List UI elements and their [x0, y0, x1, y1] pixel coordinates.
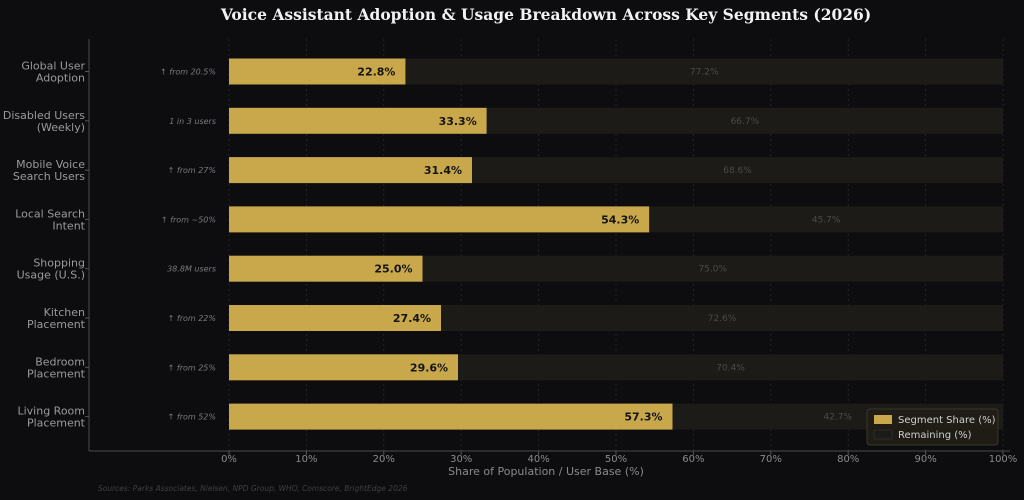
legend-label: Remaining (%) — [898, 430, 972, 441]
x-tick-label: 10% — [295, 454, 317, 465]
legend-box — [866, 408, 999, 446]
category-label-line: Placement — [27, 318, 86, 331]
segment-bar — [229, 58, 406, 85]
annotation: ↑ from ~50% — [161, 215, 216, 224]
x-tick-label: 20% — [373, 454, 395, 465]
source-note: Sources: Parks Associates, Nielsen, NPD … — [98, 484, 408, 493]
segment-value-label: 25.0% — [374, 263, 412, 276]
x-tick-label: 50% — [605, 454, 627, 465]
chart-title: Voice Assistant Adoption & Usage Breakdo… — [220, 5, 871, 24]
remaining-value-label: 77.2% — [690, 68, 719, 78]
remaining-value-label: 75.0% — [698, 265, 727, 275]
legend-label: Segment Share (%) — [898, 415, 996, 426]
segment-bar — [229, 403, 673, 430]
category-label: Living Room Placement — [17, 405, 85, 430]
category-label: Local Search Intent — [15, 207, 85, 232]
category-label: Bedroom Placement — [27, 355, 86, 380]
category-label-line: Usage (U.S.) — [17, 269, 85, 282]
grid-layer — [228, 39, 1004, 451]
remaining-value-label: 45.7% — [812, 215, 841, 225]
remaining-value-label: 72.6% — [708, 314, 737, 324]
x-tick-label: 90% — [914, 454, 936, 465]
segment-value-label: 33.3% — [439, 115, 477, 128]
annotation: ↑ from 20.5% — [160, 68, 216, 77]
category-label: Mobile Voice Search Users — [13, 158, 85, 183]
category-label-line: Local Search — [15, 207, 85, 220]
segment-bar — [229, 107, 487, 134]
x-tick-label: 80% — [837, 454, 859, 465]
category-label-line: Shopping — [33, 257, 85, 270]
segment-bar — [229, 305, 442, 331]
category-label: Global User Adoption — [21, 60, 85, 85]
category-label-line: Global User — [21, 60, 85, 73]
label-layer: Global User Adoption ↑ from 20.5% 22.8% 77.2… — [3, 60, 853, 430]
category-label: Shopping Usage (U.S.) — [17, 257, 85, 282]
annotation: ↑ from 52% — [168, 413, 216, 422]
remaining-value-label: 68.6% — [723, 166, 752, 176]
category-label-line: Bedroom — [35, 355, 85, 368]
category-label: Kitchen Placement — [27, 306, 86, 331]
segment-bar — [229, 206, 650, 233]
remaining-bar — [405, 58, 1003, 85]
category-label-line: Adoption — [36, 72, 85, 85]
x-axis-label: Share of Population / User Base (%) — [448, 465, 644, 478]
segment-value-label: 29.6% — [410, 361, 448, 374]
segment-bar — [229, 255, 423, 282]
x-tick-label: 70% — [760, 454, 782, 465]
legend-swatch — [873, 429, 893, 440]
category-label-line: (Weekly) — [37, 121, 85, 134]
legend-swatch — [874, 415, 892, 424]
category-label-line: Disabled Users — [3, 109, 85, 122]
segment-value-label: 57.3% — [624, 411, 662, 424]
legend: Segment Share (%) Remaining (%) — [866, 408, 999, 446]
segment-value-label: 27.4% — [393, 312, 431, 325]
remaining-bar — [486, 107, 1003, 134]
remaining-value-label: 70.4% — [716, 363, 745, 373]
x-tick-label: 100% — [989, 454, 1018, 465]
category-label-line: Mobile Voice — [16, 158, 85, 171]
x-tick-label: 0% — [221, 454, 237, 465]
remaining-bar — [472, 157, 1003, 184]
category-label-line: Placement — [27, 367, 86, 380]
annotation: 1 in 3 users — [169, 117, 216, 126]
remaining-bar — [458, 354, 1003, 381]
category-label-line: Intent — [52, 219, 85, 232]
x-tick-label: 60% — [682, 454, 704, 465]
annotation: 38.8M users — [167, 265, 216, 274]
segment-value-label: 54.3% — [601, 213, 639, 226]
category-label-line: Living Room — [17, 405, 85, 418]
segment-value-label: 22.8% — [357, 66, 395, 79]
x-tick-label: 30% — [450, 454, 472, 465]
annotation: ↑ from 27% — [168, 166, 216, 175]
category-label-line: Search Users — [13, 170, 85, 183]
axis-layer: 0% 10% 20% 30% 40% 50% 60% 70% 80% 90% 100% — [85, 39, 1017, 465]
segment-value-label: 31.4% — [424, 164, 462, 177]
annotation: ↑ from 22% — [168, 314, 216, 323]
bar-layer — [229, 58, 1003, 430]
remaining-bar — [422, 255, 1003, 282]
annotation: ↑ from 25% — [168, 363, 216, 372]
x-tick-label: 40% — [527, 454, 549, 465]
category-label: Disabled Users (Weekly) — [3, 109, 85, 134]
remaining-value-label: 66.7% — [731, 117, 760, 127]
segment-bar — [229, 354, 459, 381]
segment-bar — [229, 157, 473, 184]
remaining-value-label: 42.7% — [823, 413, 852, 423]
remaining-bar — [649, 206, 1003, 233]
remaining-bar — [441, 305, 1003, 331]
category-label-line: Kitchen — [44, 306, 85, 319]
category-label-line: Placement — [27, 417, 86, 430]
